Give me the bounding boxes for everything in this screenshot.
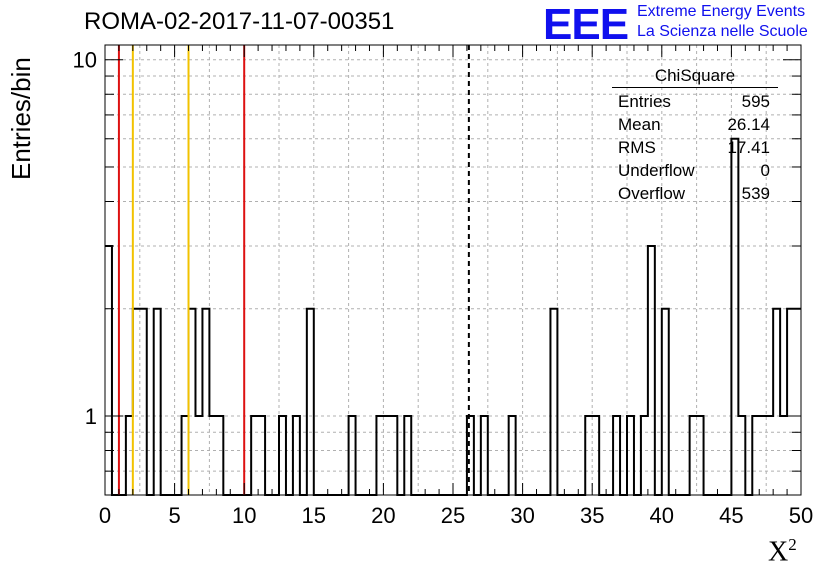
stats-value: 26.14: [727, 115, 770, 134]
histogram-bin: [209, 416, 216, 495]
histogram-bin: [349, 416, 356, 495]
histogram-bin: [195, 416, 202, 495]
stats-row: Underflow 0: [612, 159, 778, 182]
histogram-bin: [216, 416, 223, 495]
stats-label: Entries: [618, 92, 671, 111]
stats-box: ChiSquare Entries 595 Mean 26.14 RMS 17.41 Und…: [612, 66, 778, 205]
x-tick-label: 45: [719, 503, 743, 528]
histogram-bin: [794, 309, 801, 495]
histogram-bin: [293, 416, 300, 495]
stats-value: 595: [741, 92, 770, 111]
histogram-bin: [105, 246, 112, 495]
eee-logo: EEE: [543, 0, 629, 49]
stats-value: 539: [741, 184, 770, 203]
histogram-bin: [648, 246, 655, 495]
histogram-bin: [752, 416, 759, 495]
histogram-bin: [697, 416, 704, 495]
x-tick-label: 10: [232, 503, 256, 528]
stats-label: Mean: [618, 115, 661, 134]
histogram-bin: [383, 416, 390, 495]
stats-value: 17.41: [727, 138, 770, 157]
x-tick-label: 15: [302, 503, 326, 528]
x-tick-label: 0: [99, 503, 111, 528]
x-tick-label: 50: [789, 503, 813, 528]
chart-title: ROMA-02-2017-11-07-00351: [84, 8, 395, 35]
logo-subtitle-1: Extreme Energy Events: [637, 3, 806, 20]
x-tick-label: 40: [650, 503, 674, 528]
x-axis-label: X2: [768, 535, 797, 568]
histogram-bin: [613, 416, 620, 495]
stats-row: Overflow 539: [612, 182, 778, 205]
histogram-bin: [627, 416, 634, 495]
histogram-bin: [307, 309, 314, 495]
histogram-bin: [585, 416, 592, 495]
histogram-bin: [766, 416, 773, 495]
x-tick-label: 25: [441, 503, 465, 528]
x-tick-label: 35: [580, 503, 604, 528]
stats-value: 0: [760, 161, 770, 180]
stats-row: RMS 17.41: [612, 136, 778, 159]
histogram-bin: [376, 416, 383, 495]
stats-row: Entries 595: [612, 90, 778, 113]
stats-label: Underflow: [618, 161, 695, 180]
histogram-bin: [759, 416, 766, 495]
histogram-bin: [390, 416, 397, 495]
histogram-bin: [140, 309, 147, 495]
histogram-bin: [641, 416, 648, 495]
histogram-bin: [787, 309, 794, 495]
x-tick-label: 20: [371, 503, 395, 528]
y-tick-label: 10: [73, 48, 97, 73]
histogram-bin: [258, 416, 265, 495]
x-tick-label: 5: [168, 503, 180, 528]
histogram-bin: [662, 309, 669, 495]
y-tick-label: 1: [85, 404, 97, 429]
x-tick-label: 30: [510, 503, 534, 528]
histogram-bin: [592, 416, 599, 495]
logo-subtitle-2: La Scienza nelle Scuole: [637, 23, 808, 40]
histogram-bin: [690, 416, 697, 495]
histogram-bin: [773, 309, 780, 495]
y-axis-label: Entries/bin: [6, 57, 36, 180]
histogram-bin: [182, 416, 189, 495]
histogram-bin: [202, 309, 209, 495]
stats-label: RMS: [618, 138, 656, 157]
histogram-bin: [738, 416, 745, 495]
histogram-bin: [481, 416, 488, 495]
histogram-bin: [189, 309, 196, 495]
histogram-bin: [251, 416, 258, 495]
histogram-bin: [279, 416, 286, 495]
histogram-bin: [780, 416, 787, 495]
histogram-bin: [133, 309, 140, 495]
histogram-bin: [509, 416, 516, 495]
histogram-bin: [550, 309, 557, 495]
histogram-bin: [126, 416, 133, 495]
stats-row: Mean 26.14: [612, 113, 778, 136]
histogram-bin: [154, 309, 161, 495]
histogram-bin: [404, 416, 411, 495]
stats-label: Overflow: [618, 184, 686, 203]
stats-title: ChiSquare: [612, 66, 778, 88]
